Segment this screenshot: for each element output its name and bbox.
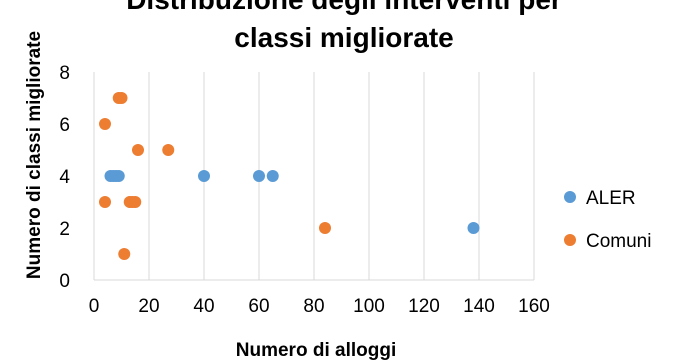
point-aler-3 (112, 170, 125, 182)
legend: ALER Comuni (564, 188, 651, 252)
data-points (99, 92, 480, 260)
point-comuni-4 (118, 248, 131, 260)
legend-label-aler: ALER (586, 188, 636, 209)
point-aler-7 (467, 222, 480, 234)
y-axis-title: Numero di classi migliorate (24, 31, 45, 279)
point-comuni-3 (115, 92, 128, 104)
point-comuni-10 (319, 222, 331, 234)
x-axis-title: Numero di alloggi (236, 340, 396, 361)
legend-marker-aler (564, 191, 576, 203)
y-tick-label-0: 0 (59, 271, 70, 292)
axes: 0 20 40 60 80 100 120 140 160 0 2 4 6 8 (59, 63, 549, 317)
x-tick-label-20: 20 (138, 296, 159, 317)
x-tick-label-160: 160 (518, 296, 550, 317)
point-comuni-1 (99, 196, 111, 208)
legend-label-comuni: Comuni (586, 231, 651, 252)
x-tick-label-100: 100 (353, 296, 385, 317)
point-aler-5 (253, 170, 265, 182)
y-tick-label-6: 6 (59, 115, 70, 136)
point-aler-4 (198, 170, 210, 182)
chart-title-line-1: Distribuzione degli interventi per (126, 0, 562, 15)
point-comuni-0 (99, 118, 111, 130)
point-comuni-8 (132, 144, 144, 156)
point-comuni-9 (162, 144, 175, 156)
legend-marker-comuni (564, 234, 576, 246)
x-tick-label-40: 40 (193, 296, 214, 317)
point-aler-6 (266, 170, 279, 182)
x-tick-label-80: 80 (303, 296, 324, 317)
x-tick-label-120: 120 (408, 296, 440, 317)
x-tick-label-60: 60 (248, 296, 269, 317)
point-comuni-7 (129, 196, 142, 208)
y-tick-label-4: 4 (59, 167, 70, 188)
y-tick-label-2: 2 (59, 219, 70, 240)
gridlines (93, 72, 535, 281)
x-tick-label-140: 140 (463, 296, 495, 317)
chart-title-line-2: classi migliorate (234, 22, 453, 53)
x-tick-label-0: 0 (89, 296, 100, 317)
y-tick-label-8: 8 (59, 63, 70, 84)
